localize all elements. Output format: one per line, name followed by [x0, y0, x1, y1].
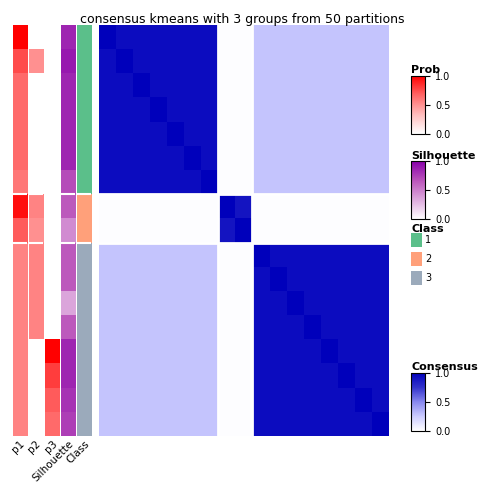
Text: 1: 1 — [425, 235, 431, 245]
Text: p2: p2 — [26, 438, 43, 455]
Text: Class: Class — [411, 224, 444, 234]
Text: Silhouette: Silhouette — [30, 438, 75, 483]
Text: Consensus: Consensus — [411, 362, 478, 372]
Text: p3: p3 — [42, 438, 59, 455]
Text: p1: p1 — [10, 438, 27, 455]
Text: Prob: Prob — [411, 65, 440, 75]
Text: consensus kmeans with 3 groups from 50 partitions: consensus kmeans with 3 groups from 50 p… — [80, 13, 404, 26]
Text: 2: 2 — [425, 254, 431, 264]
Text: Class: Class — [65, 438, 91, 465]
Text: 3: 3 — [425, 273, 431, 283]
Text: Silhouette: Silhouette — [411, 151, 476, 160]
